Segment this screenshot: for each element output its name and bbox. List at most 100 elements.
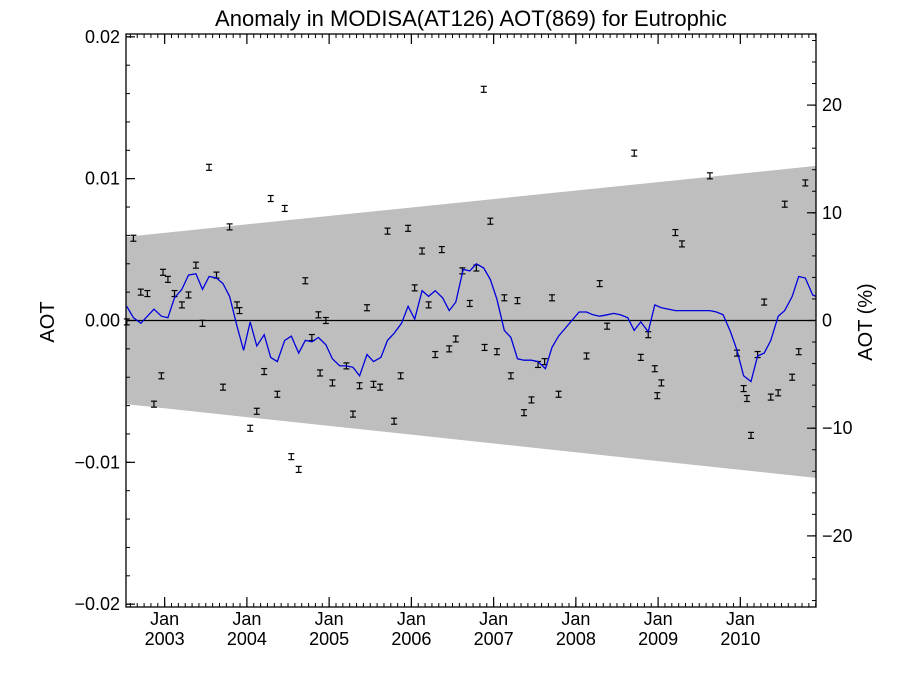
series-line [126,262,817,383]
data-point [384,227,391,235]
data-point [236,306,243,315]
x-tick-label-month: Jan [232,609,261,629]
x-tick-label-month: Jan [644,609,673,629]
data-point [226,223,233,231]
data-point [748,431,755,439]
data-point [452,335,459,343]
data-point [220,383,227,391]
x-tick-label-year: 2007 [474,629,514,649]
y-axis-label-right: AOT (%) [855,283,877,360]
data-point [288,453,295,461]
data-point [493,348,500,356]
chart-title: Anomaly in MODISA(AT126) AOT(869) for Eu… [215,6,727,31]
data-point [651,365,658,373]
data-point [706,172,713,180]
data-point [604,322,611,330]
data-point [370,380,377,388]
data-point [377,383,384,391]
y-tick-label: 0.01 [85,169,120,189]
y-axis-label-left: AOT [37,301,59,342]
data-point [411,284,418,292]
data-point [789,373,796,381]
y-tick-label: −0.01 [74,452,120,472]
data-point [206,163,213,171]
x-tick-label-month: Jan [479,609,508,629]
data-point [349,410,356,418]
y-tick-label: −0.02 [74,594,120,614]
y-right-tick-label: 10 [822,203,842,223]
data-point [281,204,288,213]
data-point [425,301,432,309]
data-point [302,277,309,285]
data-point [322,316,329,325]
data-point [329,379,336,387]
x-tick-label-year: 2003 [145,629,185,649]
data-point [514,297,521,305]
x-tick-label-month: Jan [726,609,755,629]
x-axis: Jan2003Jan2004Jan2005Jan2006Jan2007Jan20… [129,34,817,649]
data-point [164,275,171,283]
y-right-tick-label: −10 [822,418,853,438]
data-point [549,294,556,302]
data-point [144,289,151,298]
data-point [315,311,322,319]
data-point [295,465,302,474]
y-right-tick-label: 0 [822,311,832,331]
data-point [247,424,254,432]
data-point [438,245,445,254]
data-point [528,396,535,404]
data-point [654,392,661,400]
data-point [158,372,165,380]
data-point [672,228,679,237]
data-point [274,390,281,398]
uncertainty-band [126,165,816,478]
y-right-tick-label: 20 [822,95,842,115]
data-point [507,372,514,380]
x-tick-label-year: 2006 [391,629,431,649]
x-tick-label-year: 2008 [556,629,596,649]
data-point [130,234,137,242]
data-point [391,417,398,425]
x-tick-label-year: 2004 [227,629,267,649]
data-point [743,394,750,403]
data-point [267,194,274,203]
data-point [767,393,774,401]
x-tick-label-month: Jan [315,609,344,629]
data-point [160,268,167,276]
data-point [637,353,644,361]
data-point [317,369,324,377]
data-point [199,319,206,327]
data-point [596,280,603,288]
x-tick-label-year: 2005 [309,629,349,649]
data-point [555,390,562,398]
x-tick-label-year: 2010 [720,629,760,649]
y-right-tick-label: −20 [822,526,853,546]
data-point [631,149,638,157]
y-tick-label: 0.02 [85,27,120,47]
data-point [419,247,426,255]
data-point [501,294,508,302]
data-point [481,343,488,352]
data-point [405,224,412,232]
data-point [466,299,473,308]
y-tick-label: 0.00 [85,311,120,331]
data-point [363,304,370,312]
data-point [397,372,404,380]
data-point [150,400,157,408]
data-point [432,350,439,359]
data-point [178,301,185,309]
data-point [521,409,528,417]
data-point [480,85,487,93]
y-axis-right: 20 10 0 −10 −20 [807,39,853,602]
data-point [192,261,199,269]
data-point [761,298,768,306]
data-point [583,352,590,360]
data-point [658,379,665,387]
data-point [446,345,453,353]
data-point [171,289,178,298]
x-tick-label-month: Jan [561,609,590,629]
data-point [775,389,782,397]
x-tick-label-month: Jan [150,609,179,629]
x-tick-label-year: 2009 [638,629,678,649]
